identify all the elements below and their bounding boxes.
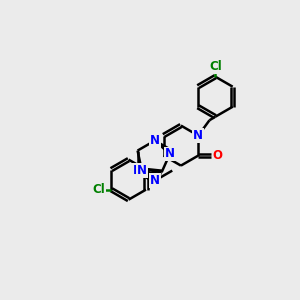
Text: Cl: Cl	[92, 183, 105, 196]
Text: N: N	[165, 148, 175, 160]
Text: N: N	[133, 164, 142, 177]
Text: N: N	[137, 164, 147, 177]
Text: N: N	[150, 134, 160, 147]
Text: N: N	[150, 174, 160, 187]
Text: O: O	[213, 149, 223, 162]
Text: N: N	[193, 129, 203, 142]
Text: Cl: Cl	[209, 60, 222, 73]
